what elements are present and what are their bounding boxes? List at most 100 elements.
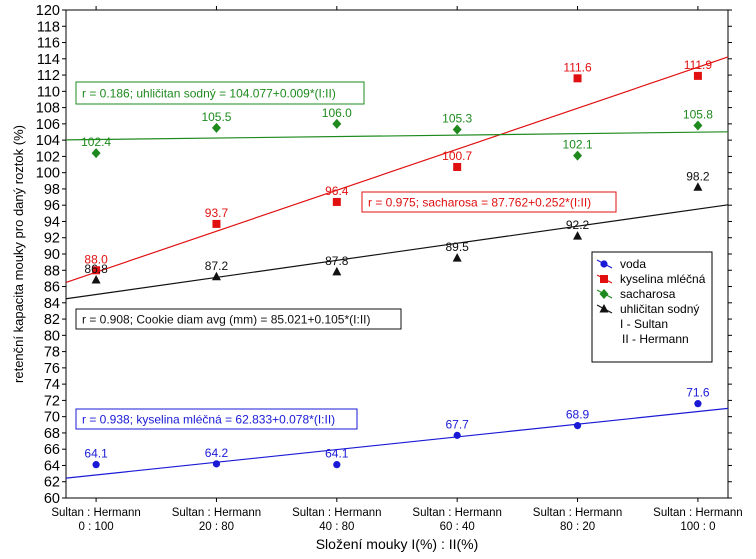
point-kyselina <box>453 162 462 171</box>
data-label: 89.5 <box>446 240 470 254</box>
x-tick-label: 100 : 0 <box>680 521 715 533</box>
point-kyselina <box>573 74 582 83</box>
point-kyselina <box>693 71 702 80</box>
data-label: 98.2 <box>686 169 710 183</box>
data-label: 68.9 <box>566 408 590 422</box>
point-voda <box>600 260 608 268</box>
fit-line-0 <box>65 407 729 479</box>
x-tick-label: 80 : 20 <box>560 521 595 533</box>
data-label: 111.6 <box>563 60 592 74</box>
data-label: 92.2 <box>566 218 590 232</box>
data-label: 64.2 <box>205 446 229 460</box>
y-tick-label: 86 <box>44 280 60 296</box>
point-sacharosa <box>693 120 703 131</box>
point-voda <box>212 460 221 468</box>
x-tick-label: 40 : 80 <box>319 521 354 533</box>
y-tick-label: 74 <box>44 377 60 393</box>
point-kyselina <box>332 197 341 206</box>
y-tick-label: 84 <box>44 296 60 312</box>
point-sacharosa <box>211 122 221 133</box>
data-label: 100.7 <box>442 149 472 163</box>
legend-label: sacharosa <box>620 287 676 301</box>
legend-label: voda <box>620 257 646 271</box>
y-tick-label: 118 <box>37 19 60 35</box>
data-label: 102.1 <box>563 138 593 152</box>
y-tick-label: 82 <box>44 312 60 328</box>
regression-box <box>75 81 365 105</box>
fit-line-3 <box>65 204 729 300</box>
point-uhlicitan <box>332 266 342 276</box>
point-sacharosa <box>452 124 462 135</box>
regression-equation: r = 0.908; Cookie diam avg (mm) = 85.021… <box>82 313 370 327</box>
y-tick-label: 90 <box>44 247 60 263</box>
data-label: 105.8 <box>683 107 713 121</box>
x-tick-label: Sultan : Hermann <box>653 507 743 519</box>
y-tick-label: 100 <box>36 166 60 182</box>
x-tick-label: Sultan : Hermann <box>51 507 141 519</box>
regression-equation: r = 0.186; uhličitan sodný = 104.077+0.0… <box>82 87 336 101</box>
x-tick-label: Sultan : Hermann <box>533 507 623 519</box>
regression-box <box>75 308 402 330</box>
y-tick-label: 68 <box>44 426 60 442</box>
y-tick-label: 104 <box>36 133 60 149</box>
data-label: 102.4 <box>81 135 111 149</box>
fit-line-2 <box>65 131 729 141</box>
point-voda <box>694 400 702 408</box>
regression-box <box>75 408 358 430</box>
point-uhlicitan <box>452 253 462 262</box>
y-tick-label: 92 <box>44 231 60 247</box>
x-tick-label: 20 : 80 <box>199 521 234 533</box>
x-axis-title: Složení mouky I(%) : II(%) <box>316 536 479 552</box>
y-tick-label: 66 <box>44 442 60 458</box>
point-voda <box>92 461 100 469</box>
regression-equation: r = 0.975; sacharosa = 87.762+0.252*(I:I… <box>368 196 591 210</box>
x-tick-label: Sultan : Hermann <box>172 507 262 519</box>
legend-label: kyselina mléčná <box>620 272 706 286</box>
data-label: 88.0 <box>84 252 108 266</box>
data-label: 105.3 <box>442 112 472 126</box>
y-tick-label: 116 <box>37 36 60 52</box>
data-label: 87.8 <box>325 254 349 268</box>
y-tick-label: 78 <box>44 345 60 361</box>
y-tick-label: 96 <box>44 198 60 214</box>
y-tick-label: 76 <box>44 361 60 377</box>
point-sacharosa <box>573 150 583 161</box>
y-tick-label: 94 <box>44 214 60 230</box>
data-label: 64.1 <box>84 447 108 461</box>
point-kyselina <box>92 266 101 275</box>
point-kyselina <box>600 275 608 283</box>
point-sacharosa <box>599 289 609 299</box>
y-tick-label: 112 <box>37 68 60 84</box>
y-tick-label: 80 <box>44 328 60 344</box>
fit-line-1 <box>65 56 729 284</box>
y-tick-label: 98 <box>44 182 60 198</box>
data-label: 93.7 <box>205 206 229 220</box>
point-uhlicitan <box>211 271 221 281</box>
y-tick-label: 72 <box>44 393 60 409</box>
y-tick-label: 64 <box>44 458 60 474</box>
legend-label: uhličitan sodný <box>620 302 699 316</box>
y-tick-label: 120 <box>36 3 60 19</box>
legend <box>591 251 713 363</box>
point-sacharosa <box>332 118 342 129</box>
y-tick-label: 110 <box>37 84 60 100</box>
data-label: 96.4 <box>325 184 349 198</box>
point-uhlicitan <box>573 231 583 240</box>
point-uhlicitan <box>693 182 703 191</box>
y-tick-label: 106 <box>36 117 60 133</box>
point-kyselina <box>212 219 221 228</box>
y-tick-label: 88 <box>44 263 60 279</box>
regression-equation: r = 0.938; kyselina mléčná = 62.833+0.07… <box>82 413 335 427</box>
point-voda <box>453 431 461 439</box>
x-tick-label: 0 : 100 <box>79 521 114 533</box>
point-sacharosa <box>91 148 101 159</box>
y-tick-label: 60 <box>44 491 60 507</box>
data-label: 86.8 <box>84 262 108 276</box>
point-uhlicitan <box>91 275 101 284</box>
data-label: 106.0 <box>322 106 352 120</box>
y-tick-label: 70 <box>44 410 60 426</box>
y-axis-title: retenční kapacita mouky pro daný roztok … <box>11 125 26 383</box>
data-label: 71.6 <box>686 386 710 400</box>
x-tick-label: 60 : 40 <box>440 521 475 533</box>
